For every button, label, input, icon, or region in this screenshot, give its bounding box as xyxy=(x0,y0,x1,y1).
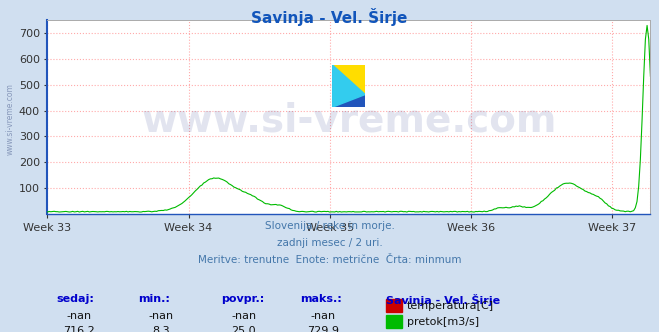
Text: -nan: -nan xyxy=(231,311,256,321)
Text: 25,0: 25,0 xyxy=(231,326,256,332)
Text: Slovenija / reke in morje.: Slovenija / reke in morje. xyxy=(264,221,395,231)
Text: -nan: -nan xyxy=(149,311,174,321)
Text: zadnji mesec / 2 uri.: zadnji mesec / 2 uri. xyxy=(277,238,382,248)
Text: -nan: -nan xyxy=(310,311,335,321)
Text: temperatura[C]: temperatura[C] xyxy=(407,301,494,311)
Text: 729,9: 729,9 xyxy=(307,326,339,332)
Text: -nan: -nan xyxy=(67,311,92,321)
Text: pretok[m3/s]: pretok[m3/s] xyxy=(407,317,478,327)
Text: Savinja - Vel. Širje: Savinja - Vel. Širje xyxy=(386,294,500,306)
Text: 8,3: 8,3 xyxy=(153,326,170,332)
Text: min.:: min.: xyxy=(138,294,170,304)
Text: www.si-vreme.com: www.si-vreme.com xyxy=(5,84,14,155)
Text: Savinja - Vel. Širje: Savinja - Vel. Širje xyxy=(251,8,408,26)
Polygon shape xyxy=(332,65,365,107)
Text: sedaj:: sedaj: xyxy=(56,294,94,304)
Text: 716,2: 716,2 xyxy=(63,326,95,332)
Text: Meritve: trenutne  Enote: metrične  Črta: minmum: Meritve: trenutne Enote: metrične Črta: … xyxy=(198,255,461,265)
Text: www.si-vreme.com: www.si-vreme.com xyxy=(141,102,557,140)
Text: povpr.:: povpr.: xyxy=(221,294,264,304)
Text: maks.:: maks.: xyxy=(300,294,341,304)
Polygon shape xyxy=(332,65,365,95)
